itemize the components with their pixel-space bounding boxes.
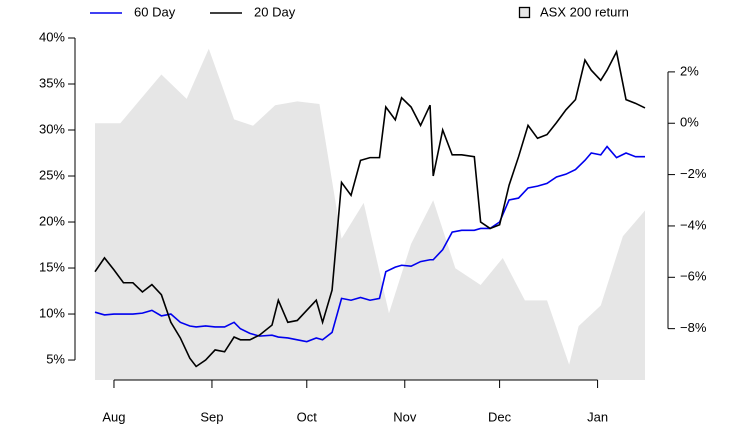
y-tick-label: 20% bbox=[39, 213, 65, 228]
y2-tick-label: −6% bbox=[680, 269, 707, 284]
legend: 60 Day 20 Day ASX 200 return bbox=[90, 4, 629, 19]
x-tick-label: Oct bbox=[297, 409, 318, 424]
axis-layer: 5% 10% 15% 20% 25% 30% 35% 40% −8% −6% −4% −2% 0% 2% A… bbox=[39, 29, 707, 424]
area bbox=[95, 48, 645, 380]
y-tick-label: 5% bbox=[46, 351, 65, 366]
y2-tick-label: 2% bbox=[680, 63, 699, 78]
y2-tick-label: −8% bbox=[680, 320, 707, 335]
legend-label: ASX 200 return bbox=[540, 4, 629, 19]
x-tick-label: Jan bbox=[587, 409, 608, 424]
area-layer bbox=[95, 48, 645, 380]
y-tick-label: 15% bbox=[39, 259, 65, 274]
y-tick-label: 30% bbox=[39, 121, 65, 136]
x-tick-label: Nov bbox=[393, 409, 417, 424]
line bbox=[94, 49, 646, 368]
y2-tick-label: −2% bbox=[680, 166, 707, 181]
y-tick-label: 25% bbox=[39, 167, 65, 182]
legend-label: 20 Day bbox=[254, 4, 296, 19]
x-tick-label: Aug bbox=[102, 409, 125, 424]
legend-label: 60 Day bbox=[134, 4, 176, 19]
x-tick-label: Sep bbox=[200, 409, 223, 424]
legend-swatch bbox=[518, 6, 531, 19]
y-tick-label: 35% bbox=[39, 75, 65, 90]
x-tick-label: Dec bbox=[488, 409, 512, 424]
y2-tick-label: −4% bbox=[680, 217, 707, 232]
y2-tick-label: 0% bbox=[680, 115, 699, 130]
line bbox=[94, 145, 645, 343]
y-tick-label: 10% bbox=[39, 305, 65, 320]
line-layer bbox=[94, 49, 646, 368]
y-tick-label: 40% bbox=[39, 29, 65, 44]
